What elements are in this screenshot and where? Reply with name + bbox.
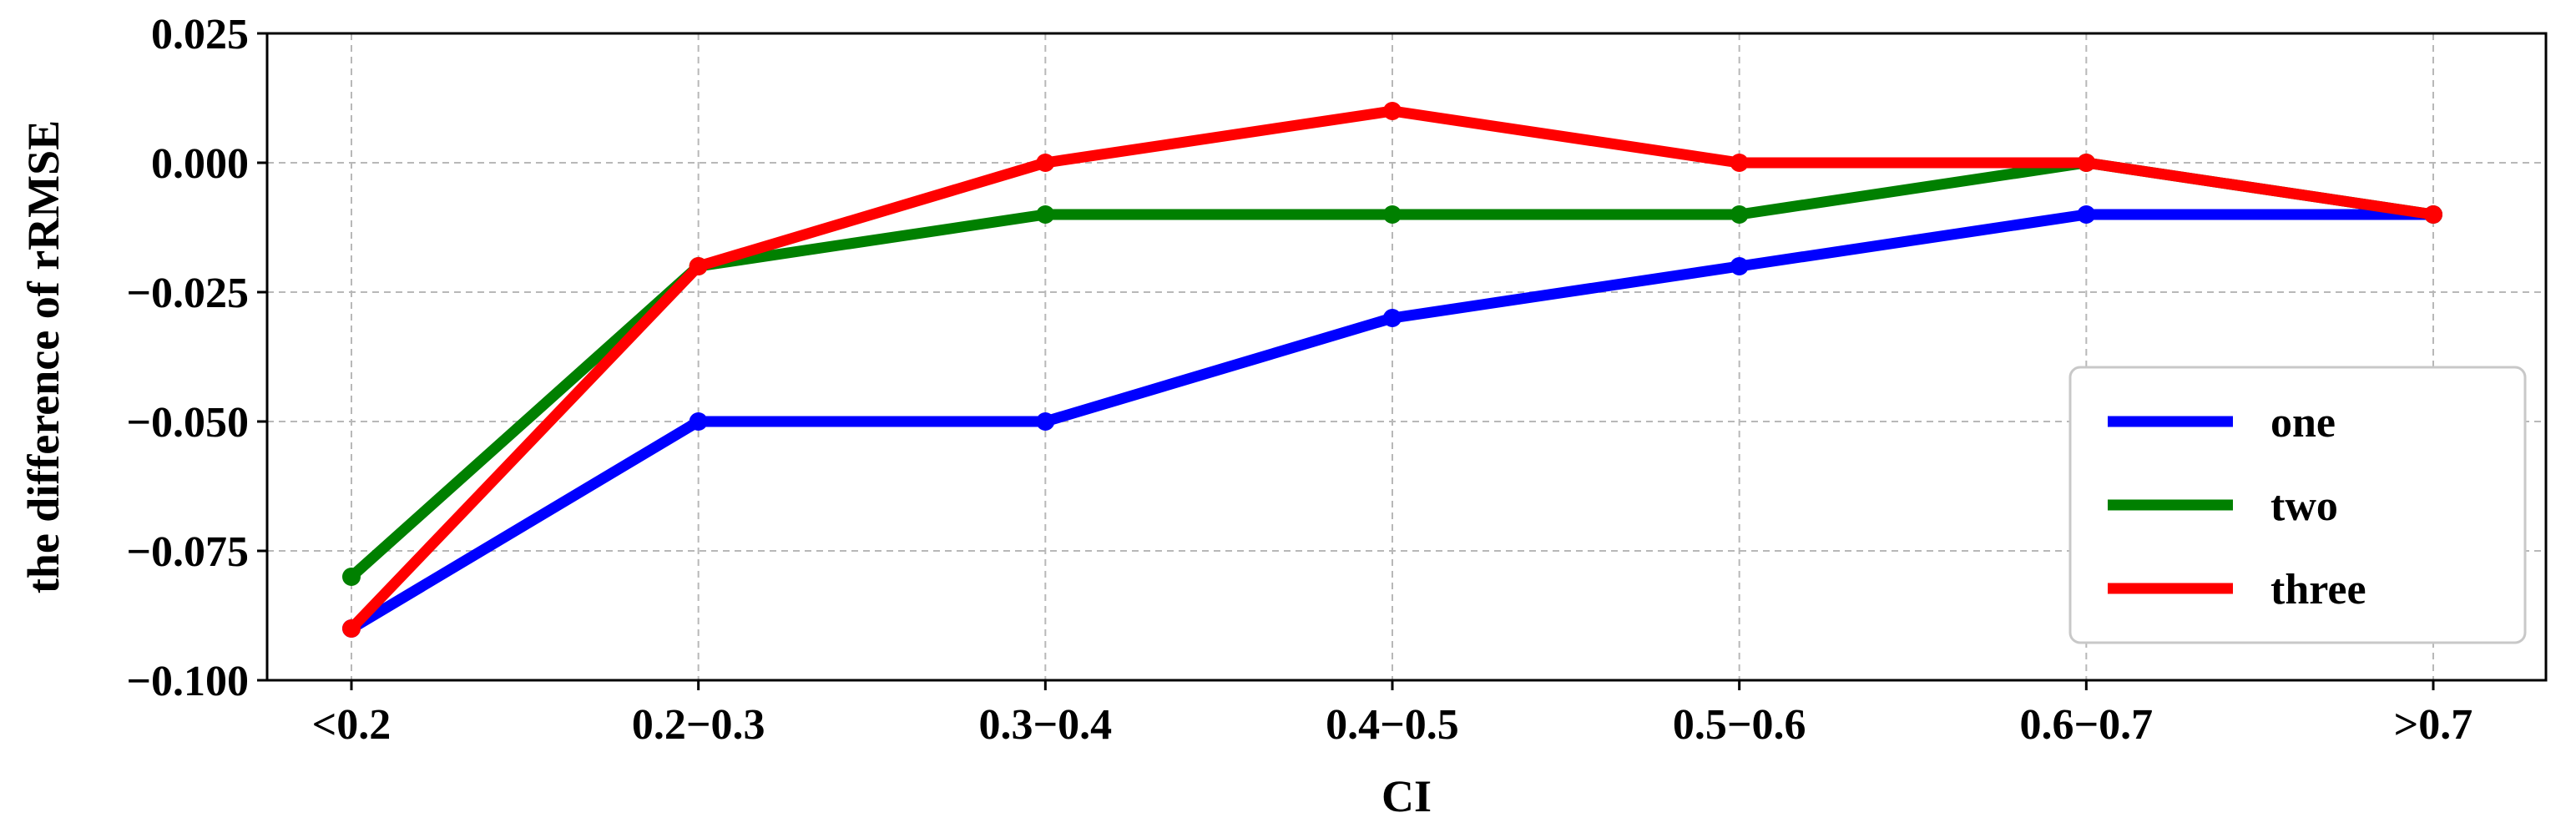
- y-tick-label: −0.100: [126, 658, 249, 705]
- series-layer: [342, 102, 2442, 638]
- y-tick-label: 0.000: [151, 140, 249, 188]
- series-three: [342, 102, 2442, 638]
- data-point-two: [1036, 205, 1055, 224]
- data-point-two: [342, 568, 361, 586]
- x-tick-label: 0.2−0.3: [632, 701, 765, 749]
- data-point-one: [1036, 412, 1055, 431]
- data-point-one: [689, 412, 708, 431]
- data-point-three: [1383, 102, 1402, 120]
- y-axis: −0.100 −0.075 −0.050 −0.025 0.000 0.025: [126, 11, 267, 705]
- plot-frame: [265, 32, 2548, 682]
- x-tick-label: 0.6−0.7: [2020, 701, 2154, 749]
- data-point-two: [1383, 205, 1402, 224]
- data-point-three: [1730, 154, 1749, 172]
- data-point-three: [2077, 154, 2096, 172]
- data-point-three: [1036, 154, 1055, 172]
- x-tick-label: 0.5−0.6: [1673, 701, 1806, 749]
- legend: one two three: [2068, 366, 2527, 644]
- data-point-one: [2077, 205, 2096, 224]
- legend-label-one: one: [2270, 399, 2336, 447]
- data-point-two: [1730, 205, 1749, 224]
- x-tick-label: 0.4−0.5: [1326, 701, 1459, 749]
- y-tick-label: −0.025: [126, 270, 249, 317]
- y-tick-label: −0.075: [126, 528, 249, 576]
- legend-label-three: three: [2270, 566, 2366, 613]
- x-tick-label: >0.7: [2394, 701, 2473, 749]
- legend-label-two: two: [2270, 482, 2338, 530]
- data-point-three: [689, 257, 708, 275]
- y-axis-title: the difference of rRMSE: [18, 120, 68, 593]
- x-tick-label: <0.2: [312, 701, 391, 749]
- data-point-three: [342, 619, 361, 638]
- x-tick-label: 0.3−0.4: [979, 701, 1113, 749]
- x-axis: <0.2 0.2−0.3 0.3−0.4 0.4−0.5 0.5−0.6 0.6−0.7 >…: [312, 680, 2473, 749]
- data-point-one: [1383, 309, 1402, 327]
- legend-box: [2068, 366, 2527, 644]
- y-tick-label: −0.050: [126, 399, 249, 447]
- data-point-three: [2424, 205, 2442, 224]
- x-axis-title: CI: [1381, 771, 1432, 821]
- data-point-one: [1730, 257, 1749, 275]
- y-tick-label: 0.025: [151, 11, 249, 58]
